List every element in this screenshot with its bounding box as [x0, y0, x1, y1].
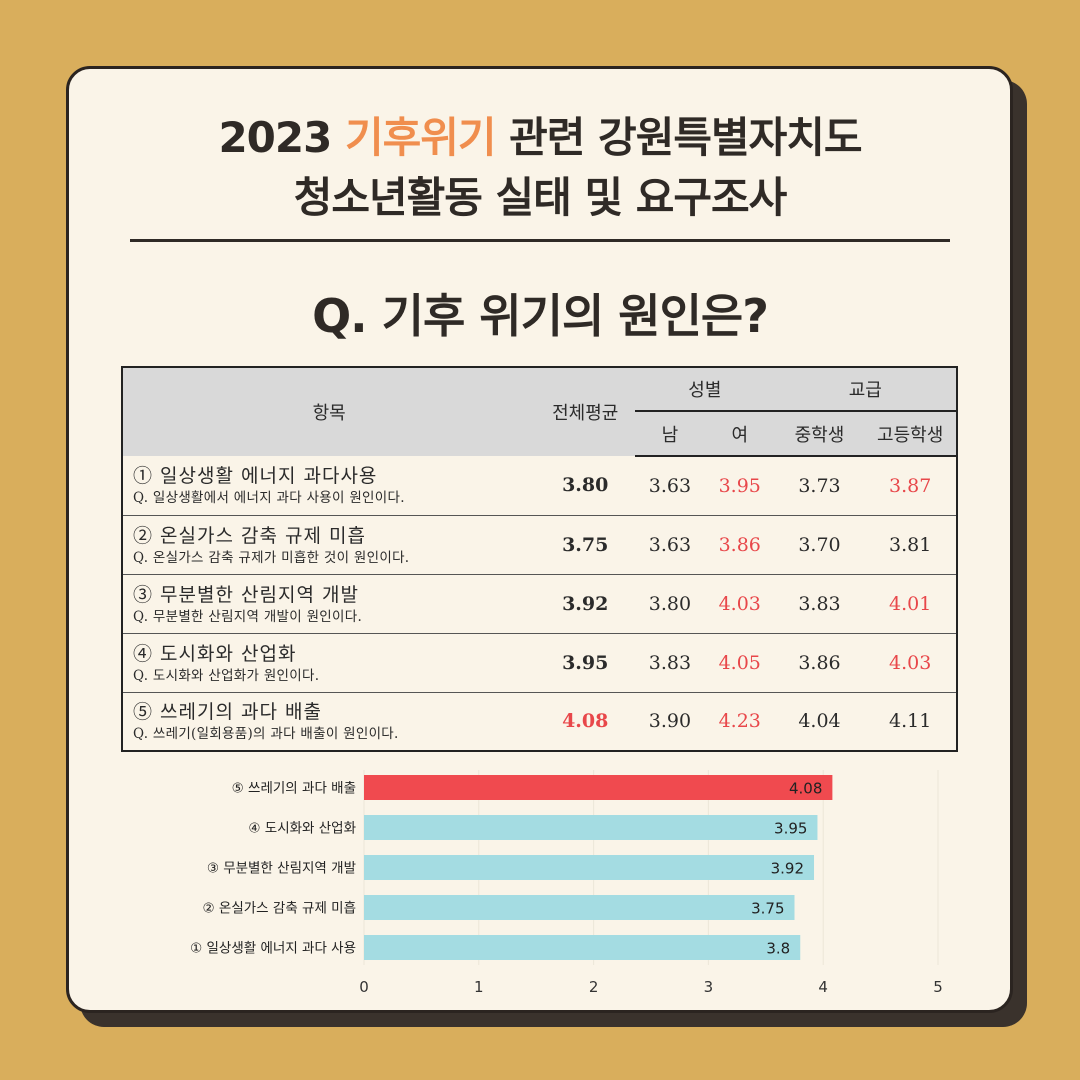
x-tick-label: 4: [818, 978, 828, 996]
results-table: 항목 전체평균 성별 교급 남 여 중학생 고등학생 ① 일상생활 에너지 과다…: [121, 366, 958, 752]
cell-high: 3.87: [889, 474, 932, 497]
cell-middle: 3.73: [798, 474, 841, 497]
row-item-question: Q. 온실가스 감축 규제가 미흡한 것이 원인이다.: [133, 549, 410, 566]
row-item-question: Q. 도시화와 산업화가 원인이다.: [133, 667, 320, 684]
table-row: ③ 무분별한 산림지역 개발 Q. 무분별한 산림지역 개발이 원인이다. 3.92…: [122, 574, 957, 633]
category-label: ② 온실가스 감축 규제 미흡: [203, 901, 356, 917]
header-middle: 중학생: [774, 411, 865, 457]
header-item: 항목: [122, 367, 536, 456]
cell-high: 4.01: [889, 592, 932, 615]
cell-male: 3.63: [648, 474, 692, 497]
table-row: ① 일상생활 에너지 과다사용 Q. 일상생활에서 에너지 과다 사용이 원인이다…: [122, 456, 957, 515]
x-tick-label: 3: [704, 978, 714, 996]
row-item-cell: ⑤ 쓰레기의 과다 배출 Q. 쓰레기(일회용품)의 과다 배출이 원인이다.: [122, 692, 535, 751]
row-item-label: ② 온실가스 감축 규제 미흡: [133, 524, 366, 547]
header-female: 여: [704, 411, 775, 457]
cell-male: 3.63: [648, 533, 692, 556]
data-label: 3.95: [774, 820, 807, 838]
bar: [364, 895, 795, 920]
title-highlight: 기후위기: [344, 113, 497, 162]
data-label: 3.92: [771, 860, 804, 878]
row-item-cell: ② 온실가스 감축 규제 미흡 Q. 온실가스 감축 규제가 미흡한 것이 원인이…: [122, 515, 535, 574]
category-label: ③ 무분별한 산림지역 개발: [207, 861, 356, 877]
cell-middle: 3.86: [798, 651, 841, 674]
table-row: ④ 도시화와 산업화 Q. 도시화와 산업화가 원인이다. 3.95 3.83 4.05…: [122, 633, 957, 692]
table-row: ② 온실가스 감축 규제 미흡 Q. 온실가스 감축 규제가 미흡한 것이 원인이…: [122, 515, 957, 574]
bar-chart: 0 1 2 3 4 5 ⑤ 쓰레기의 과다 배출 4.08 ④ 도시화와 산업화 3.95 ③ 무분…: [0, 760, 1080, 1000]
cell-male: 3.83: [648, 651, 692, 674]
cell-overall: 3.75: [562, 533, 609, 556]
row-item-question: Q. 쓰레기(일회용품)의 과다 배출이 원인이다.: [133, 726, 399, 743]
row-item-cell: ③ 무분별한 산림지역 개발 Q. 무분별한 산림지역 개발이 원인이다.: [122, 574, 535, 633]
cell-male: 3.80: [648, 592, 692, 615]
cell-female: 4.05: [718, 651, 761, 674]
cell-middle: 4.04: [798, 710, 841, 733]
cell-high: 4.03: [889, 651, 932, 674]
data-label: 4.08: [789, 780, 822, 798]
cell-overall: 3.95: [562, 651, 609, 674]
cell-female: 4.23: [718, 710, 761, 733]
row-item-label: ① 일상생활 에너지 과다사용: [133, 465, 378, 488]
row-item-label: ③ 무분별한 산림지역 개발: [133, 583, 359, 606]
cell-female: 3.86: [718, 533, 761, 556]
table-row: ⑤ 쓰레기의 과다 배출 Q. 쓰레기(일회용품)의 과다 배출이 원인이다. 4.…: [122, 692, 957, 751]
x-tick-label: 5: [933, 978, 943, 996]
data-label: 3.8: [766, 940, 790, 958]
cell-male: 3.90: [648, 710, 692, 733]
title-divider: [130, 239, 950, 242]
bar: [364, 855, 815, 880]
row-item-label: ④ 도시화와 산업화: [133, 642, 297, 665]
cell-overall: 3.80: [562, 474, 609, 497]
header-gender: 성별: [635, 367, 775, 412]
cell-overall: 3.92: [562, 592, 609, 615]
cell-middle: 3.70: [798, 533, 841, 556]
cell-female: 3.95: [718, 474, 761, 497]
cell-overall: 4.08: [562, 710, 609, 733]
category-label: ⑤ 쓰레기의 과다 배출: [232, 781, 356, 797]
bar: [364, 775, 833, 800]
row-item-question: Q. 무분별한 산림지역 개발이 원인이다.: [133, 608, 363, 625]
row-item-label: ⑤ 쓰레기의 과다 배출: [133, 701, 322, 724]
header-overall: 전체평균: [535, 367, 636, 456]
x-tick-label: 2: [589, 978, 599, 996]
row-item-cell: ④ 도시화와 산업화 Q. 도시화와 산업화가 원인이다.: [122, 633, 535, 692]
header-high: 고등학생: [864, 411, 957, 457]
header-school: 교급: [774, 367, 957, 412]
bar: [364, 815, 818, 840]
cell-female: 4.03: [718, 592, 761, 615]
page-title-line2: 청소년활동 실태 및 요구조사: [293, 173, 788, 222]
question-heading: Q. 기후 위기의 원인은?: [312, 289, 769, 343]
cell-high: 4.11: [889, 710, 932, 733]
x-tick-label: 0: [359, 978, 369, 996]
x-tick-label: 1: [474, 978, 484, 996]
category-label: ① 일상생활 에너지 과다 사용: [190, 941, 356, 957]
cell-middle: 3.83: [798, 592, 841, 615]
bar: [364, 935, 801, 960]
bar-chart-svg: 0 1 2 3 4 5 ⑤ 쓰레기의 과다 배출 4.08 ④ 도시화와 산업화 3.95 ③ 무분…: [190, 770, 943, 996]
header-male: 남: [635, 411, 705, 457]
category-label: ④ 도시화와 산업화: [248, 821, 356, 837]
page-title-line1: 2023 기후위기 관련 강원특별자치도: [218, 113, 862, 162]
cell-high: 3.81: [889, 533, 932, 556]
row-item-cell: ① 일상생활 에너지 과다사용 Q. 일상생활에서 에너지 과다 사용이 원인이다…: [122, 456, 535, 515]
data-label: 3.75: [751, 900, 784, 918]
row-item-question: Q. 일상생활에서 에너지 과다 사용이 원인이다.: [133, 490, 405, 507]
